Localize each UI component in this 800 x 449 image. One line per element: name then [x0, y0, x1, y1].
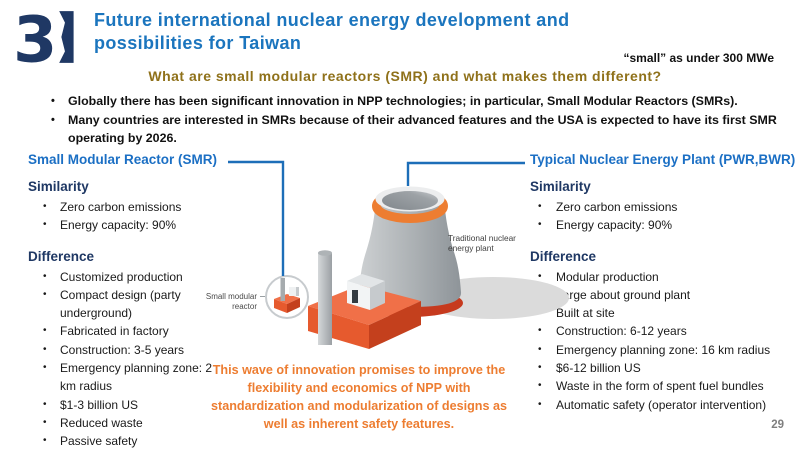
highlight-paragraph: This wave of innovation promises to impr…	[211, 363, 507, 431]
list-item: Reduced waste	[28, 414, 216, 433]
mini-platform-front	[274, 299, 287, 313]
small-reactor-label: Small modular	[206, 292, 257, 301]
list-item: Emergency planning zone: 2 km radius	[28, 359, 216, 396]
smr-connector-line	[228, 160, 285, 276]
intro-bullet-list: Globally there has been significant inno…	[42, 92, 790, 148]
mini-chimney	[280, 278, 285, 301]
list-item: Zero carbon emissions	[530, 198, 800, 217]
smr-difference-list: Customized production Compact design (pa…	[28, 268, 216, 449]
building-top	[347, 274, 385, 288]
list-item: Modular production	[530, 268, 800, 287]
logo-3-glyph: 3	[16, 8, 57, 66]
organization-logo-icon: 3	[16, 8, 74, 66]
list-item: Automatic safety (operator intervention)	[530, 396, 800, 415]
plant-similarity-list: Zero carbon emissions Energy capacity: 9…	[530, 198, 800, 235]
smr-similarity-list: Zero carbon emissions Energy capacity: 9…	[28, 198, 216, 235]
traditional-plant-label: energy plant	[448, 243, 494, 253]
smr-inset	[265, 275, 309, 319]
list-item: $1-3 billion US	[28, 396, 216, 415]
list-item: Customized production	[28, 268, 216, 287]
tower-body	[358, 200, 462, 307]
plant-similarity-label: Similarity	[530, 179, 591, 194]
smr-column-heading: Small Modular Reactor (SMR)	[28, 152, 218, 167]
smr-column: Small Modular Reactor (SMR) Similarity Z…	[28, 151, 218, 449]
mini-building	[289, 287, 296, 296]
tower-opening	[382, 191, 438, 210]
list-item: Compact design (party underground)	[28, 286, 216, 323]
list-item: Emergency planning zone: 16 km radius	[530, 341, 800, 360]
plant-column: Typical Nuclear Energy Plant (PWR,BWR) S…	[530, 151, 800, 414]
intro-bullet: Many countries are interested in SMRs be…	[42, 111, 790, 148]
list-item: $6-12 billion US	[530, 359, 800, 378]
building-door	[352, 290, 358, 303]
subtitle-question: What are small modular reactors (SMR) an…	[148, 68, 662, 84]
chimney	[318, 250, 332, 345]
list-item: Energy capacity: 90%	[28, 216, 216, 235]
reactor-building	[347, 274, 385, 310]
list-item: Construction: 6-12 years	[530, 322, 800, 341]
page-number: 29	[771, 419, 784, 431]
chimney-top	[318, 250, 332, 256]
platform-side	[369, 301, 421, 349]
list-item: Passive safety	[28, 432, 216, 449]
plant-difference-label: Difference	[530, 248, 597, 264]
smr-definition-note: “small” as under 300 MWe	[623, 51, 774, 65]
mini-building-side	[296, 287, 299, 296]
page-title: Future international nuclear energy deve…	[94, 9, 794, 55]
page-title-line1: Future international nuclear energy deve…	[94, 10, 570, 30]
plant-difference-list: Modular production Large about ground pl…	[530, 268, 800, 415]
intro-bullet: Globally there has been significant inno…	[42, 92, 790, 111]
list-item: Zero carbon emissions	[28, 198, 216, 217]
traditional-plant-label: Traditional nuclear	[448, 233, 516, 243]
list-item: Energy capacity: 90%	[530, 216, 800, 235]
plant-connector-line	[406, 161, 525, 186]
logo-bracket-glyph	[59, 11, 74, 63]
list-item: Construction: 3-5 years	[28, 341, 216, 360]
small-reactor-label: reactor	[232, 302, 257, 311]
smr-similarity-label: Similarity	[28, 179, 89, 194]
plant-column-heading: Typical Nuclear Energy Plant (PWR,BWR)	[530, 152, 796, 167]
smr-difference-label: Difference	[28, 248, 95, 264]
building-side	[370, 281, 385, 310]
list-item: Waste in the form of spent fuel bundles	[530, 377, 800, 396]
mini-platform-side	[287, 298, 300, 313]
nuclear-plant-illustration: Small modular reactor Traditional nuclea…	[206, 160, 569, 349]
chimney-body	[318, 253, 332, 345]
list-item: Fabricated in factory	[28, 322, 216, 341]
page-title-line2: possibilities for Taiwan	[94, 33, 302, 53]
